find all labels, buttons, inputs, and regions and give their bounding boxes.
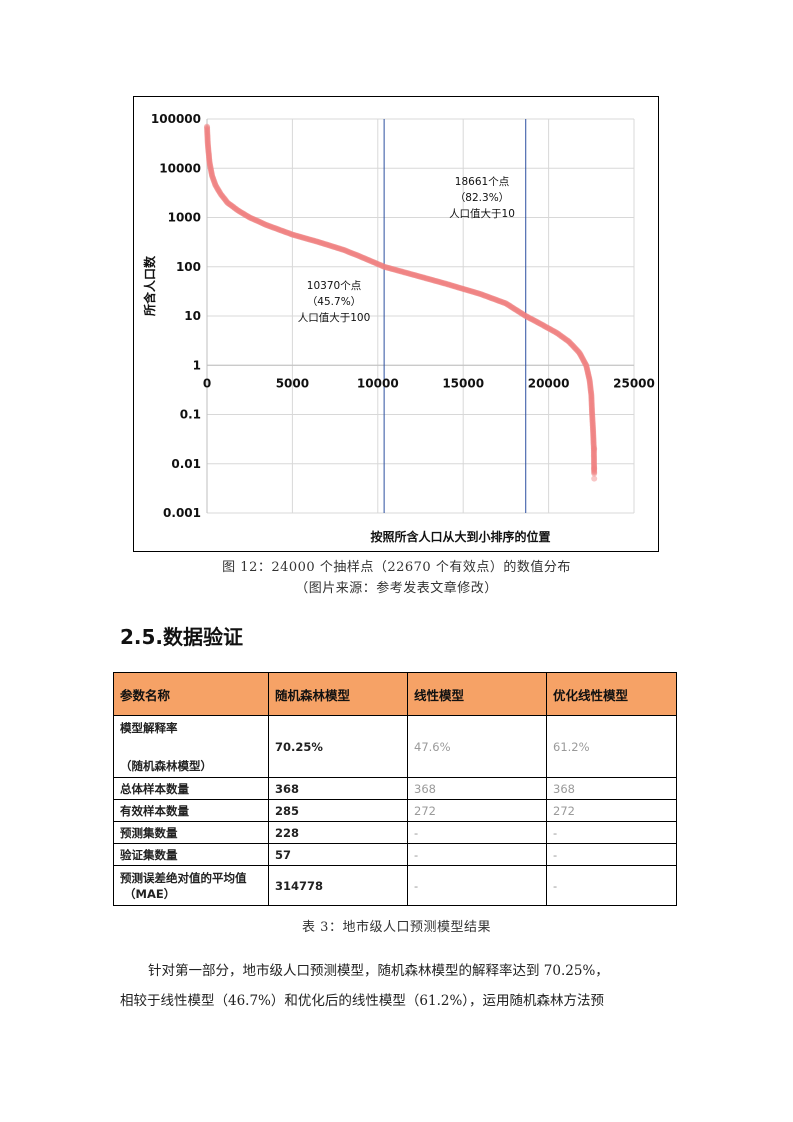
table-row: 预测集数量 228 - - bbox=[113, 821, 677, 844]
annotation-text: 人口值大于100 bbox=[298, 311, 371, 324]
opt-cell: - bbox=[546, 865, 677, 906]
y-tick-label: 0.01 bbox=[171, 457, 201, 471]
figure-caption: 图 12：24000 个抽样点（22670 个有效点）的数值分布 bbox=[222, 560, 571, 575]
y-tick-label: 0.1 bbox=[180, 408, 201, 422]
annotation-text: 10370个点 bbox=[307, 280, 361, 292]
row-label: 预测误差绝对值的平均值 （MAE） bbox=[113, 865, 269, 906]
opt-cell: 61.2% bbox=[546, 715, 677, 778]
figure-source: （图片来源：参考发表文章修改） bbox=[295, 581, 498, 596]
table-caption: 表 3：地市级人口预测模型结果 bbox=[302, 920, 491, 935]
y-tick-label: 100 bbox=[176, 260, 201, 274]
table-row: 模型解释率 （随机森林模型） 70.25% 47.6% 61.2% bbox=[113, 715, 677, 778]
row-label-line: （MAE） bbox=[124, 886, 176, 901]
header-cell: 随机森林模型 bbox=[268, 672, 408, 716]
lin-cell: - bbox=[407, 865, 547, 906]
y-tick-label: 1000 bbox=[168, 211, 201, 225]
y-tick-label: 10000 bbox=[159, 161, 201, 175]
lin-cell: 368 bbox=[407, 777, 547, 800]
rf-cell: 57 bbox=[268, 843, 408, 866]
table-row: 总体样本数量 368 368 368 bbox=[113, 777, 677, 800]
header-cell: 线性模型 bbox=[407, 672, 547, 716]
rf-cell: 368 bbox=[268, 777, 408, 800]
table-row: 验证集数量 57 - - bbox=[113, 843, 677, 866]
opt-cell: 272 bbox=[546, 799, 677, 822]
annotation-text: （82.3%） bbox=[455, 192, 509, 204]
section-title: 2.5.数据验证 bbox=[120, 625, 244, 649]
data-point bbox=[591, 465, 598, 472]
rf-cell: 228 bbox=[268, 821, 408, 844]
x-tick-label: 20000 bbox=[528, 376, 570, 390]
annotation-text: （45.7%） bbox=[307, 296, 361, 308]
y-tick-label: 100000 bbox=[151, 112, 201, 126]
opt-cell: - bbox=[546, 843, 677, 866]
x-tick-label: 15000 bbox=[442, 376, 484, 390]
lin-cell: - bbox=[407, 821, 547, 844]
rf-cell: 314778 bbox=[268, 865, 408, 906]
x-tick-label: 10000 bbox=[357, 376, 399, 390]
data-point bbox=[591, 445, 598, 452]
row-label: 预测集数量 bbox=[113, 821, 269, 844]
row-label-line: 预测误差绝对值的平均值 bbox=[120, 870, 247, 885]
table-header-row: 参数名称 随机森林模型 线性模型 优化线性模型 bbox=[113, 672, 677, 716]
y-axis-label: 所含人口数 bbox=[142, 255, 157, 316]
figure-chart-frame: 100000 10000 1000 100 10 1 0.1 0.01 0.001 0 5000 10… bbox=[133, 96, 659, 552]
y-tick-label: 10 bbox=[184, 309, 201, 323]
x-tick-label: 25000 bbox=[613, 376, 655, 390]
results-table: 参数名称 随机森林模型 线性模型 优化线性模型 模型解释率 （随机森林模型） 7… bbox=[113, 672, 677, 906]
data-point bbox=[591, 475, 598, 482]
table-row: 预测误差绝对值的平均值 （MAE） 314778 - - bbox=[113, 865, 677, 906]
row-label: 模型解释率 （随机森林模型） bbox=[113, 715, 269, 778]
data-point bbox=[591, 470, 598, 477]
x-tick-label: 5000 bbox=[276, 376, 309, 390]
rf-cell: 285 bbox=[268, 799, 408, 822]
lin-cell: - bbox=[407, 843, 547, 866]
lin-cell: 47.6% bbox=[407, 715, 547, 778]
annotation-text: 18661个点 bbox=[455, 176, 509, 188]
rf-cell: 70.25% bbox=[268, 715, 408, 778]
y-tick-label: 1 bbox=[193, 358, 201, 372]
x-axis-label: 按照所含人口从大到小排序的位置 bbox=[370, 529, 550, 544]
row-label-line: 模型解释率 bbox=[120, 721, 178, 735]
row-label: 总体样本数量 bbox=[113, 777, 269, 800]
opt-cell: - bbox=[546, 821, 677, 844]
row-label: 验证集数量 bbox=[113, 843, 269, 866]
paragraph-line-2: 相较于线性模型（46.7%）和优化后的线性模型（61.2%），运用随机森林方法预 bbox=[120, 993, 605, 1009]
y-tick-label: 0.001 bbox=[163, 506, 201, 520]
table-row: 有效样本数量 285 272 272 bbox=[113, 799, 677, 822]
x-tick-label: 0 bbox=[203, 376, 211, 390]
annotation-text: 人口值大于10 bbox=[449, 207, 515, 220]
lin-cell: 272 bbox=[407, 799, 547, 822]
paragraph-line-1: 针对第一部分，地市级人口预测模型，随机森林模型的解释率达到 70.25%， bbox=[148, 963, 609, 979]
row-label-line: （随机森林模型） bbox=[120, 759, 212, 773]
opt-cell: 368 bbox=[546, 777, 677, 800]
row-label: 有效样本数量 bbox=[113, 799, 269, 822]
population-distribution-chart: 100000 10000 1000 100 10 1 0.1 0.01 0.001 0 5000 10… bbox=[142, 112, 655, 544]
header-cell: 参数名称 bbox=[113, 672, 269, 716]
header-cell: 优化线性模型 bbox=[546, 672, 677, 716]
